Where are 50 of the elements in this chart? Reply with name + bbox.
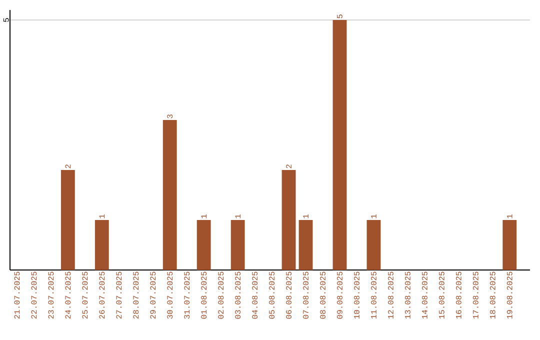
x-tick-label: 04.08.2025	[252, 272, 258, 319]
x-tick-label: 25.07.2025	[82, 272, 88, 319]
bar	[282, 170, 296, 270]
data-label: 1	[201, 214, 206, 218]
bar	[94, 220, 109, 270]
bar	[298, 220, 313, 270]
x-tick-label: 11.08.2025	[371, 272, 376, 319]
data-label: 5	[337, 14, 342, 18]
x-tick-label: 09.08.2025	[337, 272, 342, 319]
data-label: 1	[235, 214, 240, 218]
x-tick-label: 27.07.2025	[116, 272, 122, 319]
bar	[502, 220, 517, 270]
x-tick-label: 19.08.2025	[506, 272, 512, 319]
x-tick-label: 18.08.2025	[490, 272, 496, 319]
x-tick-label: 16.08.2025	[456, 272, 462, 319]
x-tick-label: 06.08.2025	[286, 272, 292, 319]
x-tick-label: 07.08.2025	[303, 272, 308, 319]
bar	[332, 20, 347, 270]
x-tick-label: 30.07.2025	[167, 272, 173, 319]
bar	[366, 220, 381, 270]
x-tick-label: 10.08.2025	[354, 272, 360, 319]
x-tick-label: 24.07.2025	[65, 272, 71, 319]
bar	[230, 220, 245, 270]
x-tick-label: 01.08.2025	[201, 272, 207, 319]
data-label: 2	[65, 164, 71, 168]
data-label: 1	[303, 214, 308, 218]
x-tick-label: 28.07.2025	[133, 272, 139, 319]
data-label: 3	[167, 114, 173, 118]
x-tick-label: 26.07.2025	[99, 272, 105, 319]
x-tick-label: 15.08.2025	[438, 272, 444, 319]
x-tick-label: 14.08.2025	[422, 272, 428, 319]
x-tick-label: 21.07.2025	[14, 272, 20, 319]
data-label: 1	[506, 214, 512, 218]
x-tick-label: 29.07.2025	[150, 272, 156, 319]
data-label: 1	[371, 214, 376, 218]
bar	[196, 220, 211, 270]
data-label: 1	[99, 214, 105, 218]
x-tick-label: 02.08.2025	[218, 272, 224, 319]
bar	[60, 170, 75, 270]
x-tick-label: 23.07.2025	[48, 272, 54, 319]
x-tick-label: 08.08.2025	[320, 272, 326, 319]
x-tick-label: 12.08.2025	[388, 272, 394, 319]
x-tick-label: 17.08.2025	[472, 272, 478, 319]
x-tick-label: 03.08.2025	[235, 272, 241, 319]
bar	[162, 120, 177, 270]
x-tick-label: 05.08.2025	[269, 272, 275, 319]
x-tick-label: 13.08.2025	[404, 272, 410, 319]
data-label: 2	[286, 164, 292, 168]
x-tick-label: 31.07.2025	[184, 272, 190, 319]
x-tick-label: 22.07.2025	[31, 272, 37, 319]
